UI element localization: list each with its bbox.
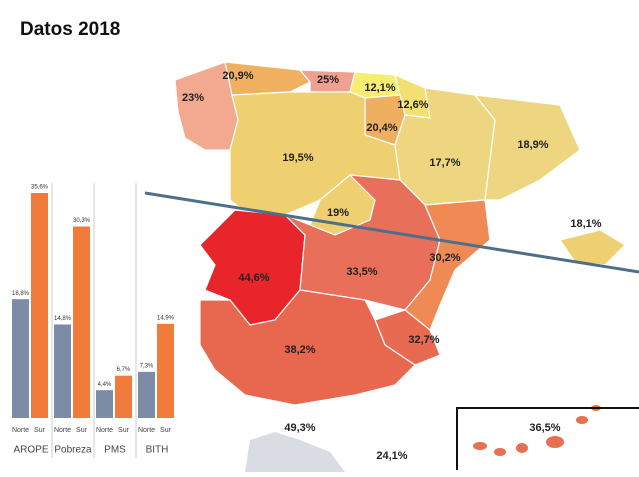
region-label: 12,6%: [397, 99, 428, 111]
bar: [12, 299, 29, 418]
bar: [31, 193, 48, 418]
region-label: 17,7%: [429, 157, 460, 169]
region: [199, 289, 416, 406]
region: [404, 199, 491, 331]
region-label: 12,1%: [364, 82, 395, 94]
series-label: Norte: [138, 427, 155, 434]
category-label: PMS: [104, 445, 126, 456]
island: [516, 443, 528, 453]
divider-line: [144, 191, 639, 274]
series-label: Norte: [96, 427, 113, 434]
series-label: Sur: [160, 427, 172, 434]
map: [174, 61, 626, 456]
series-label: Sur: [34, 427, 46, 434]
region: [473, 94, 581, 201]
region-label: 18,9%: [517, 139, 548, 151]
region-label: 32,7%: [408, 334, 439, 346]
region-label: 19%: [327, 207, 349, 219]
bar: [73, 226, 90, 418]
value-label: 35,6%: [31, 185, 49, 191]
region-labels: 23%20,9% 25%12,1% 12,6%20,4% 19,5% 17,7% …: [182, 70, 602, 462]
island: [546, 436, 564, 448]
region-label: 36,5%: [529, 422, 560, 434]
series-label: Sur: [76, 427, 88, 434]
region-label: 19,5%: [282, 152, 313, 164]
region: [559, 229, 626, 266]
value-label: 14,9%: [157, 315, 175, 321]
region-label: 25%: [317, 74, 339, 86]
value-label: 4,4%: [98, 382, 112, 388]
bar: [157, 323, 174, 418]
bar: [54, 324, 71, 418]
series-label: Norte: [12, 427, 29, 434]
value-label: 18,8%: [12, 291, 30, 297]
region-label: 23%: [182, 92, 204, 104]
series-label: Sur: [118, 427, 130, 434]
region-label: 20,4%: [366, 122, 397, 134]
region-label: 18,1%: [570, 218, 601, 230]
region-label: 20,9%: [222, 70, 253, 82]
region-label: 49,3%: [284, 422, 315, 434]
bar: [138, 371, 155, 418]
value-label: 30,3%: [73, 218, 91, 224]
series-label: Norte: [54, 427, 71, 434]
coast: [245, 432, 345, 472]
category-label: Pobreza: [54, 445, 92, 456]
region-label: 30,2%: [429, 252, 460, 264]
region: [473, 405, 601, 456]
value-label: 14,8%: [54, 316, 72, 322]
value-label: 7,3%: [140, 363, 154, 369]
region: [224, 61, 311, 96]
region-label: 24,1%: [376, 450, 407, 462]
island: [576, 416, 588, 424]
bar: [115, 375, 132, 418]
canarias-box: [456, 407, 639, 470]
bar: [96, 390, 113, 418]
island: [473, 442, 487, 450]
title: Datos 2018: [20, 19, 120, 40]
region-label: 38,2%: [284, 344, 315, 356]
region-label: 33,5%: [346, 266, 377, 278]
island: [494, 448, 506, 456]
bar-chart: AROPE 18,8% Norte 35,6% Sur Pobreza 14,8% Norte…: [12, 183, 175, 458]
region-label: 44,6%: [238, 272, 269, 284]
value-label: 6,7%: [117, 367, 131, 373]
category-label: BITH: [146, 445, 169, 456]
category-label: AROPE: [13, 445, 48, 456]
